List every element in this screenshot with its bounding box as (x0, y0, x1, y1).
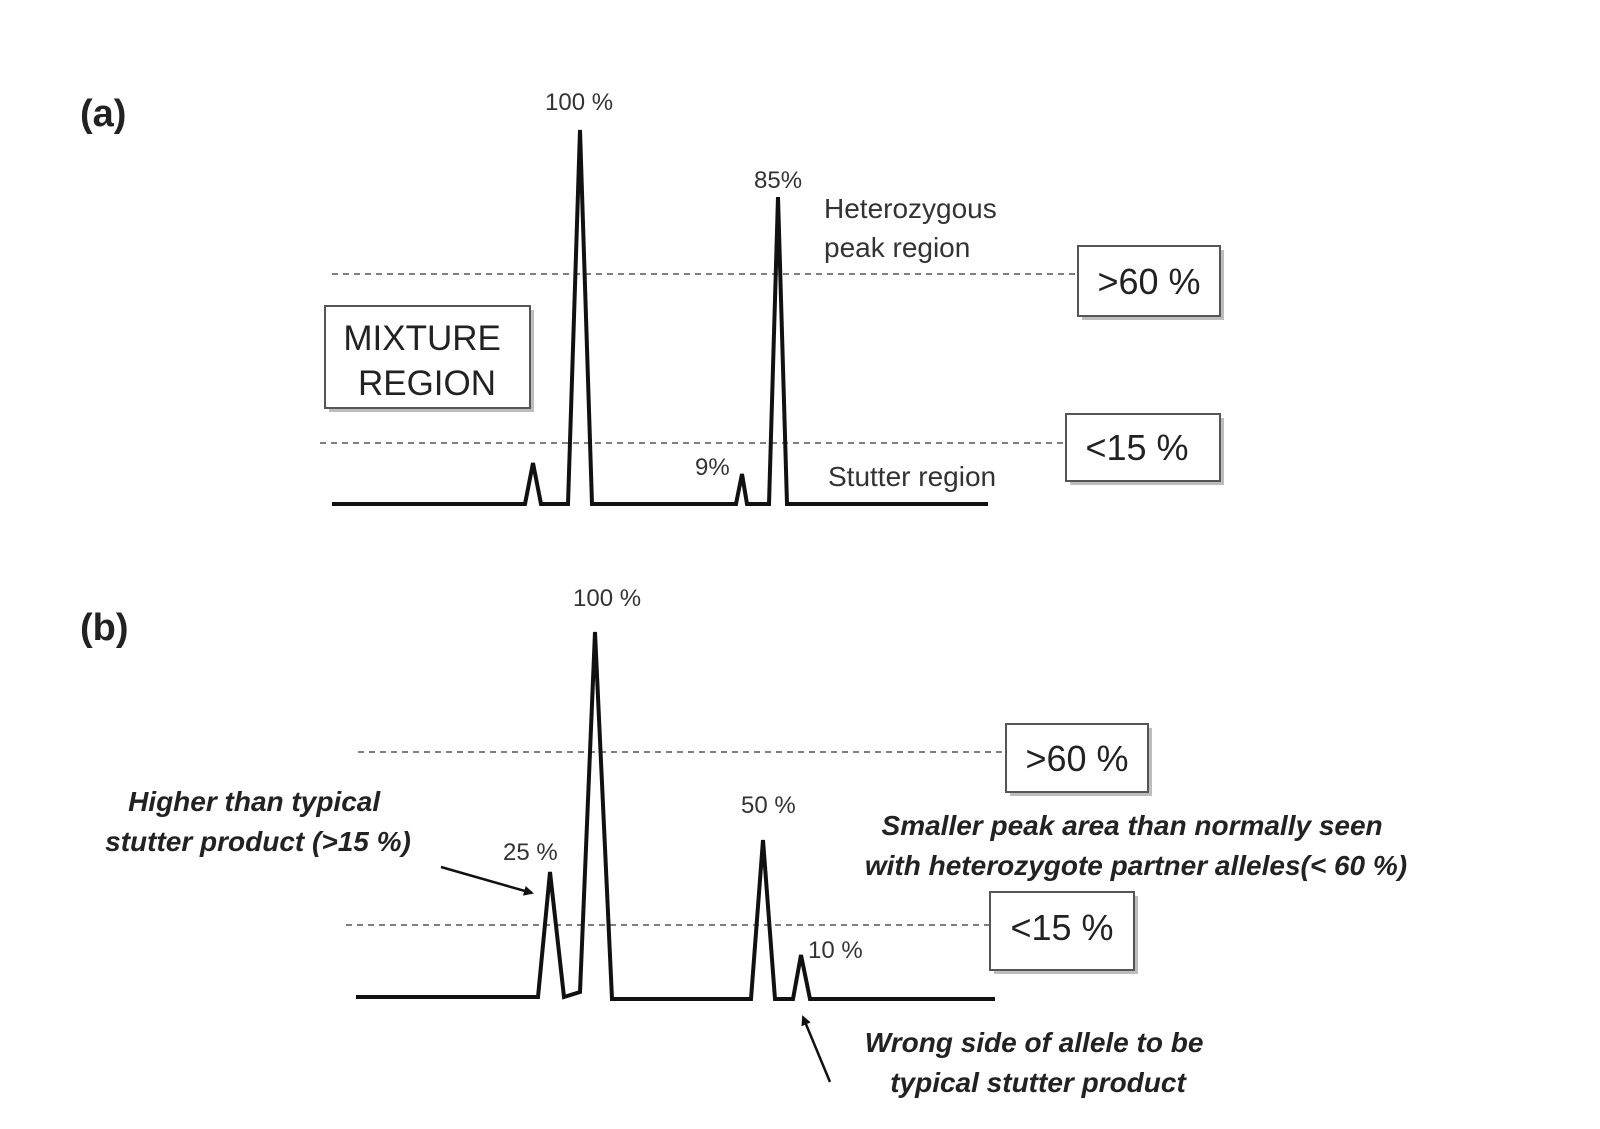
small-area-note-line-1: Smaller peak area than normally seen (882, 810, 1383, 841)
wrong-side-note-line-1: Wrong side of allele to be (865, 1027, 1204, 1058)
panel-a-stutter-region-label: Stutter region (828, 461, 996, 492)
panel-a-lower-threshold-label: <15 % (1085, 427, 1188, 468)
panel-b: (b) 100 % 25 % 50 % 10 % >60 % <15 % Hig… (80, 585, 1407, 1098)
panel-a-heterozygous-region-label: Heterozygous peak region (824, 193, 1005, 263)
panel-a-upper-threshold-label: >60 % (1097, 261, 1200, 302)
panel-b-lower-threshold-box: <15 % (989, 891, 1138, 974)
svg-text:MIXTURE REGION: MIXTURE REGION (343, 319, 510, 403)
panel-b-main-peak-label: 100 % (573, 585, 641, 612)
wrong-side-arrow (801, 1015, 832, 1083)
panel-b-second-peak-label: 50 % (741, 792, 796, 819)
small-area-note: Smaller peak area than normally seen wit… (865, 810, 1407, 881)
wrong-side-note: Wrong side of allele to be typical stutt… (865, 1027, 1211, 1098)
panel-b-trace (356, 631, 995, 1001)
heterozygous-line-1: Heterozygous (824, 193, 997, 224)
wrong-side-note-line-2: typical stutter product (890, 1067, 1187, 1098)
panel-a: (a) 100 % 85% 9% Heterozygous peak regio… (80, 89, 1224, 506)
panel-a-stutter-peak-label: 9% (695, 454, 730, 481)
mixture-line-2: REGION (358, 364, 496, 403)
high-stutter-note: Higher than typical stutter product (>15… (105, 786, 411, 857)
high-stutter-note-line-1: Higher than typical (128, 786, 381, 817)
small-area-note-line-2: with heterozygote partner alleles(< 60 %… (865, 850, 1407, 881)
high-stutter-arrow (440, 865, 534, 896)
panel-a-main-peak-label: 100 % (545, 89, 613, 116)
panel-b-label: (b) (80, 607, 129, 649)
panel-b-stutter-peak-label: 25 % (503, 839, 558, 866)
panel-a-partner-peak-label: 85% (754, 167, 802, 194)
mixture-line-1: MIXTURE (343, 319, 501, 358)
heterozygous-line-2: peak region (824, 232, 970, 263)
panel-b-upper-threshold-label: >60 % (1025, 738, 1128, 779)
high-stutter-note-line-2: stutter product (>15 %) (105, 826, 411, 857)
panel-b-upper-threshold-box: >60 % (1005, 723, 1152, 796)
panel-b-lower-threshold-label: <15 % (1010, 907, 1113, 948)
panel-a-label: (a) (80, 93, 126, 135)
panel-a-lower-threshold-box: <15 % (1065, 413, 1224, 485)
panel-b-small-peak-label: 10 % (808, 937, 863, 964)
mixture-region-box: MIXTURE REGION (324, 305, 534, 412)
panel-a-upper-threshold-box: >60 % (1077, 245, 1224, 320)
panel-a-trace (332, 129, 988, 506)
